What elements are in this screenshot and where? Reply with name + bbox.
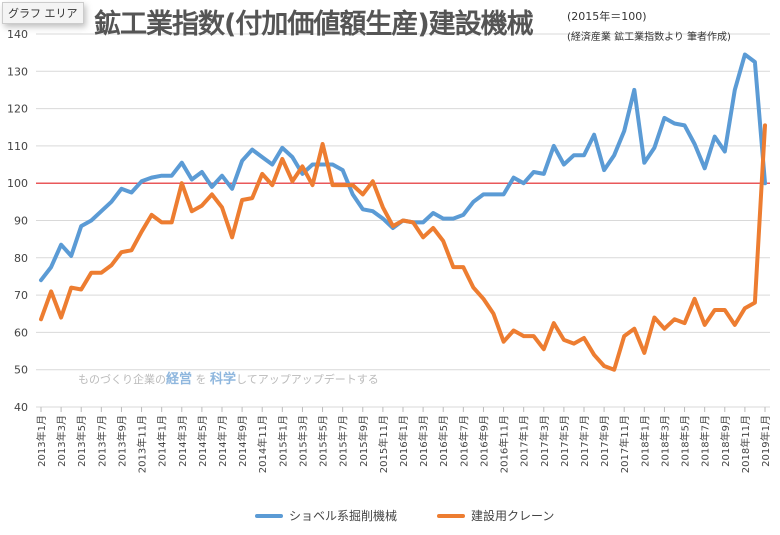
- x-tick-label: 2014年3月: [176, 415, 189, 467]
- watermark: ものづくり企業の経営 を 科学してアップアップデートする: [78, 368, 379, 387]
- x-tick-label: 2018年9月: [719, 415, 732, 467]
- x-tick-label: 2018年3月: [658, 415, 671, 467]
- x-tick-label: 2017年7月: [578, 415, 591, 467]
- legend-label: ショベル系掘削機械: [289, 509, 398, 523]
- x-tick-label: 2016年9月: [477, 415, 490, 467]
- x-tick-label: 2013年9月: [115, 415, 128, 467]
- x-tick-label: 2013年11月: [136, 415, 149, 473]
- x-tick-label: 2015年9月: [357, 415, 370, 467]
- x-tick-label: 2014年7月: [216, 415, 229, 467]
- x-tick-label: 2015年7月: [337, 415, 350, 467]
- y-tick-label: 50: [14, 364, 28, 377]
- chart-area-tooltip: グラフ エリア: [2, 2, 84, 24]
- x-tick-label: 2013年5月: [75, 415, 88, 467]
- x-tick-label: 2019年1月: [759, 415, 772, 467]
- x-tick-label: 2017年1月: [518, 415, 531, 467]
- y-tick-label: 130: [7, 65, 28, 78]
- watermark-mid: を: [192, 373, 211, 386]
- x-tick-label: 2018年11月: [739, 415, 752, 473]
- series-line-0: [39, 52, 767, 283]
- x-tick-label: 2016年1月: [397, 415, 410, 467]
- chart-subtitle-base: (2015年＝100): [567, 10, 647, 23]
- x-tick-label: 2014年1月: [156, 415, 169, 467]
- y-tick-label: 70: [14, 289, 28, 302]
- x-tick-label: 2015年5月: [317, 415, 330, 467]
- legend-swatch: [255, 513, 283, 518]
- chart-subtitle-source: (経済産業 鉱工業指数より 筆者作成): [567, 32, 731, 43]
- x-tick-label: 2017年3月: [538, 415, 551, 467]
- legend-item-shovel[interactable]: ショベル系掘削機械: [255, 507, 397, 524]
- y-tick-label: 40: [14, 401, 28, 414]
- x-tick-label: 2016年3月: [417, 415, 430, 467]
- x-tick-label: 2016年5月: [437, 415, 450, 467]
- legend-item-crane[interactable]: 建設用クレーン: [437, 507, 554, 524]
- y-tick-label: 90: [14, 215, 28, 228]
- legend: ショベル系掘削機械 建設用クレーン: [255, 507, 554, 524]
- x-tick-label: 2016年7月: [457, 415, 470, 467]
- x-tick-label: 2013年3月: [55, 415, 68, 467]
- series-line-1: [39, 123, 767, 372]
- y-tick-label: 120: [7, 103, 28, 116]
- x-tick-label: 2014年5月: [196, 415, 209, 467]
- watermark-post: してアップアップデートする: [236, 373, 379, 386]
- legend-label: 建設用クレーン: [471, 509, 555, 523]
- watermark-bold-2: 科学: [210, 372, 237, 387]
- y-tick-label: 110: [7, 140, 28, 153]
- watermark-pre: ものづくり企業の: [78, 373, 166, 386]
- x-tick-label: 2013年7月: [95, 415, 108, 467]
- x-tick-label: 2018年5月: [679, 415, 692, 467]
- y-tick-label: 60: [14, 326, 28, 339]
- x-tick-label: 2014年11月: [256, 415, 269, 473]
- x-tick-label: 2018年1月: [638, 415, 651, 467]
- y-tick-label: 140: [7, 28, 28, 41]
- chart-title: 鉱工業指数(付加価値額生産)建設機械: [94, 9, 534, 40]
- x-tick-label: 2016年11月: [498, 415, 511, 473]
- x-tick-label: 2015年1月: [276, 415, 289, 467]
- x-tick-label: 2018年7月: [699, 415, 712, 467]
- x-tick-label: 2013年1月: [35, 415, 48, 467]
- y-tick-label: 100: [7, 177, 28, 190]
- y-tick-label: 80: [14, 252, 28, 265]
- x-tick-label: 2015年3月: [296, 415, 309, 467]
- x-tick-label: 2014年9月: [236, 415, 249, 467]
- legend-swatch: [437, 513, 466, 518]
- watermark-bold-1: 経営: [166, 372, 193, 387]
- x-tick-label: 2015年11月: [377, 415, 390, 473]
- x-tick-label: 2017年5月: [558, 415, 571, 467]
- x-tick-label: 2017年9月: [598, 415, 611, 467]
- x-tick-label: 2017年11月: [618, 415, 631, 473]
